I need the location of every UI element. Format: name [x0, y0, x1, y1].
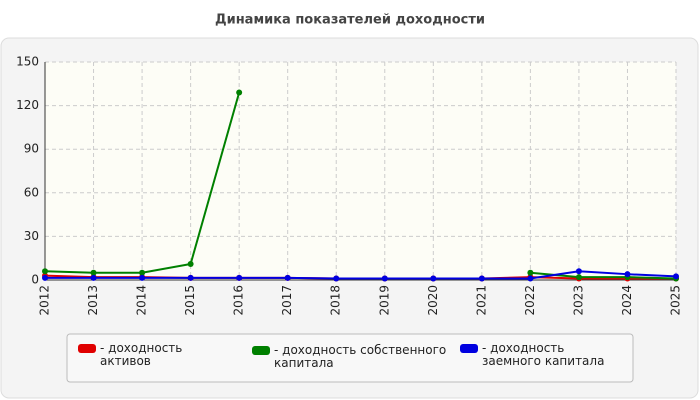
legend-entry: - доходность активов — [78, 342, 228, 368]
point — [139, 269, 146, 276]
x-tick-label: 2014 — [135, 285, 149, 316]
legend-entry: - доходность собственного капитала — [252, 344, 452, 370]
x-tick-label: 2017 — [280, 285, 294, 316]
point — [90, 274, 97, 281]
x-tick-label: 2015 — [183, 285, 197, 316]
point — [575, 268, 582, 275]
point — [333, 275, 340, 282]
point — [284, 274, 291, 281]
y-tick-label: 90 — [24, 142, 39, 156]
y-tick-label: 120 — [16, 98, 39, 112]
point — [575, 274, 582, 281]
x-tick-label: 2023 — [571, 285, 585, 316]
point — [187, 274, 194, 281]
x-tick-label: 2022 — [523, 285, 537, 316]
legend-label: - доходность заемного капитала — [482, 341, 605, 368]
x-tick-label: 2013 — [86, 285, 100, 316]
point — [187, 261, 194, 268]
legend-label: - доходность собственного капитала — [274, 343, 447, 370]
plot-area — [45, 62, 676, 280]
x-tick-label: 2016 — [232, 285, 246, 316]
point — [381, 275, 388, 282]
legend-swatch — [460, 344, 478, 353]
x-tick-label: 2025 — [669, 285, 683, 316]
legend-label: - доходность активов — [100, 341, 183, 368]
point — [430, 275, 437, 282]
legend-swatch — [252, 346, 270, 355]
point — [42, 268, 48, 275]
chart-title: Динамика показателей доходности — [215, 13, 485, 28]
point — [90, 269, 97, 276]
x-tick-label: 2012 — [38, 285, 52, 316]
series-line — [45, 270, 677, 280]
x-tick-label: 2024 — [620, 285, 634, 316]
y-tick-label: 0 — [31, 273, 39, 287]
point — [236, 274, 243, 281]
point — [42, 274, 48, 281]
legend-swatch — [78, 344, 96, 353]
point — [673, 273, 679, 280]
x-tick-label: 2019 — [377, 285, 391, 316]
point — [527, 275, 534, 282]
point — [527, 269, 534, 276]
y-tick-label: 60 — [24, 185, 39, 199]
legend-box — [66, 333, 634, 383]
point — [624, 271, 631, 278]
x-tick-label: 2021 — [474, 285, 488, 316]
point — [478, 275, 485, 282]
x-tick-label: 2018 — [329, 285, 343, 316]
y-tick-label: 150 — [16, 55, 39, 69]
point — [139, 274, 146, 281]
legend-entry: - доходность заемного капитала — [460, 342, 625, 368]
x-tick-label: 2020 — [426, 285, 440, 316]
point — [236, 89, 243, 96]
y-tick-label: 30 — [24, 229, 39, 243]
